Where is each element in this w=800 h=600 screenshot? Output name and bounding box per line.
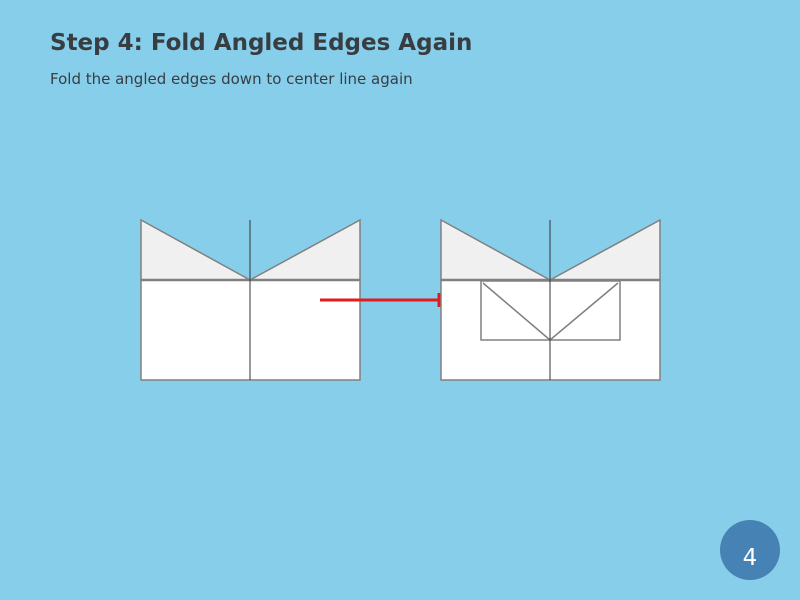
instruction-text: Fold the angled edges down to center lin… [50,70,413,88]
step-number-badge: 4 [720,520,780,580]
fold-arrow [320,293,441,307]
paper-after-right-flap [549,218,661,281]
paper-before-left-flap [140,218,251,281]
paper-after-left-fold-line [482,282,551,341]
paper-before [140,218,361,381]
paper-after-right-fold-line [549,282,619,341]
slide-title: Step 4: Fold Angled Edges Again [50,30,473,56]
paper-before-right-flap [249,218,361,281]
paper-after-left-flap [440,218,551,281]
paper-after [440,218,661,381]
